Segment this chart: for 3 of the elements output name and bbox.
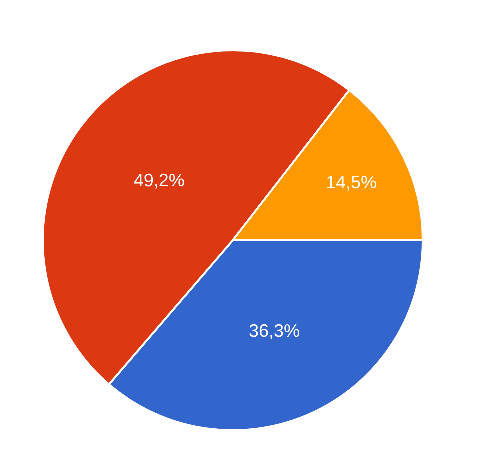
data-label: 14,5%	[326, 172, 378, 192]
data-label: 36,3%	[249, 320, 300, 341]
data-label: 49,2%	[134, 170, 185, 190]
